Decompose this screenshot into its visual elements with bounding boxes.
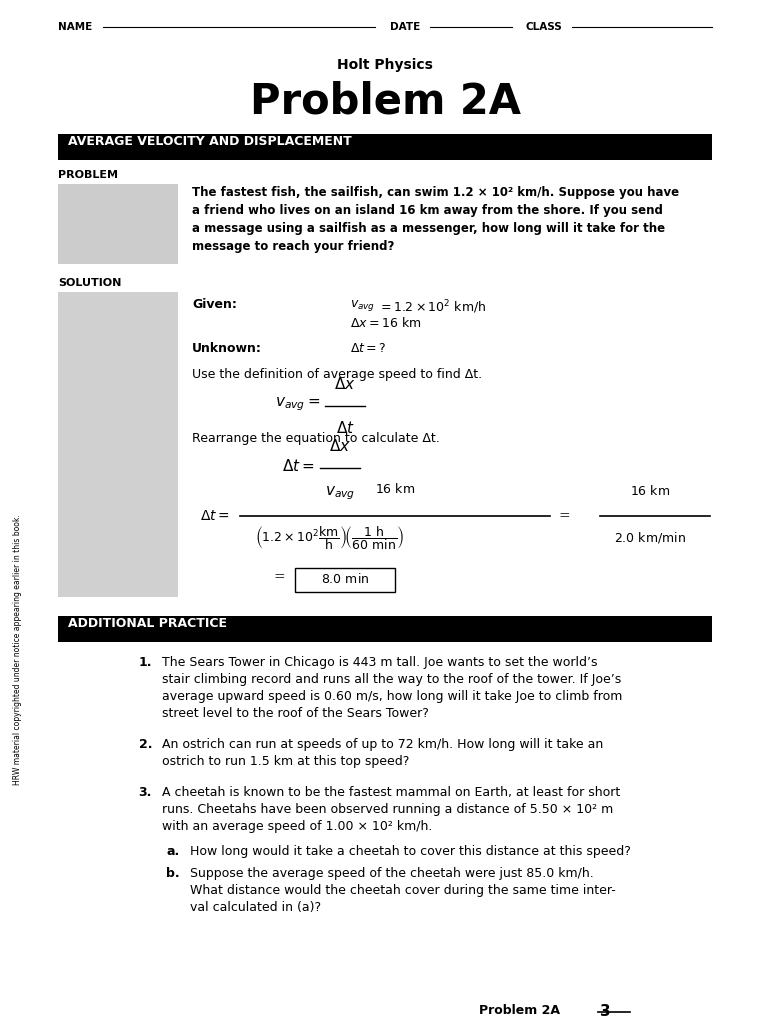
Text: An ostrich can run at speeds of up to 72 km/h. How long will it take an: An ostrich can run at speeds of up to 72…: [162, 738, 603, 751]
Text: Unknown:: Unknown:: [192, 342, 262, 355]
Text: $v_{avg}$: $v_{avg}$: [325, 484, 355, 502]
Text: with an average speed of 1.00 × 10² km/h.: with an average speed of 1.00 × 10² km/h…: [162, 820, 433, 833]
Text: $\Delta t=$: $\Delta t=$: [200, 509, 230, 523]
Text: SOLUTION: SOLUTION: [58, 278, 122, 288]
Text: $16\ \mathrm{km}$: $16\ \mathrm{km}$: [375, 482, 415, 496]
Text: DATE: DATE: [390, 22, 420, 32]
Text: ostrich to run 1.5 km at this top speed?: ostrich to run 1.5 km at this top speed?: [162, 755, 410, 768]
Text: What distance would the cheetah cover during the same time inter-: What distance would the cheetah cover du…: [190, 884, 616, 897]
Text: val calculated in (a)?: val calculated in (a)?: [190, 901, 321, 914]
Text: CLASS: CLASS: [526, 22, 563, 32]
Text: $v_{avg}$: $v_{avg}$: [350, 298, 375, 313]
Text: The fastest fish, the sailfish, can swim 1.2 × 10² km/h. Suppose you have: The fastest fish, the sailfish, can swim…: [192, 186, 679, 199]
Text: average upward speed is 0.60 m/s, how long will it take Joe to climb from: average upward speed is 0.60 m/s, how lo…: [162, 690, 622, 703]
Text: 1.: 1.: [139, 656, 152, 669]
Text: Given:: Given:: [192, 298, 237, 311]
Text: 3.: 3.: [139, 786, 152, 799]
Text: Problem 2A: Problem 2A: [249, 80, 521, 122]
Text: $16\ \mathrm{km}$: $16\ \mathrm{km}$: [630, 484, 670, 498]
Text: street level to the roof of the Sears Tower?: street level to the roof of the Sears To…: [162, 707, 429, 720]
Text: PROBLEM: PROBLEM: [58, 170, 118, 180]
Text: Holt Physics: Holt Physics: [337, 58, 433, 72]
Text: Rearrange the equation to calculate Δt.: Rearrange the equation to calculate Δt.: [192, 432, 440, 445]
Text: A cheetah is known to be the fastest mammal on Earth, at least for short: A cheetah is known to be the fastest mam…: [162, 786, 621, 799]
Text: message to reach your friend?: message to reach your friend?: [192, 240, 394, 253]
Text: b.: b.: [166, 867, 180, 880]
Text: runs. Cheetahs have been observed running a distance of 5.50 × 10² m: runs. Cheetahs have been observed runnin…: [162, 803, 613, 816]
Text: a message using a sailfish as a messenger, how long will it take for the: a message using a sailfish as a messenge…: [192, 222, 665, 234]
Text: =: =: [558, 509, 570, 523]
Text: a friend who lives on an island 16 km away from the shore. If you send: a friend who lives on an island 16 km aw…: [192, 204, 663, 217]
Text: $2.0\ \mathrm{km/min}$: $2.0\ \mathrm{km/min}$: [614, 530, 686, 545]
Text: ADDITIONAL PRACTICE: ADDITIONAL PRACTICE: [68, 617, 227, 630]
Text: Suppose the average speed of the cheetah were just 85.0 km/h.: Suppose the average speed of the cheetah…: [190, 867, 594, 880]
Text: $\left(1.2 \times 10^2\dfrac{\mathrm{km}}{\mathrm{h}}\right)\!\left(\dfrac{1\ \m: $\left(1.2 \times 10^2\dfrac{\mathrm{km}…: [255, 524, 404, 552]
Bar: [295, 568, 395, 592]
Text: The Sears Tower in Chicago is 443 m tall. Joe wants to set the world’s: The Sears Tower in Chicago is 443 m tall…: [162, 656, 598, 669]
Text: =: =: [273, 570, 285, 584]
Bar: [58, 616, 712, 642]
Text: $\Delta t$: $\Delta t$: [336, 420, 354, 436]
Text: $\Delta x = 16\ \mathrm{km}$: $\Delta x = 16\ \mathrm{km}$: [350, 316, 421, 330]
Text: How long would it take a cheetah to cover this distance at this speed?: How long would it take a cheetah to cove…: [190, 845, 631, 858]
Text: AVERAGE VELOCITY AND DISPLACEMENT: AVERAGE VELOCITY AND DISPLACEMENT: [68, 135, 352, 148]
Text: $\Delta x$: $\Delta x$: [330, 438, 351, 454]
Text: $8.0\ \mathrm{min}$: $8.0\ \mathrm{min}$: [321, 572, 370, 586]
Text: Problem 2A: Problem 2A: [479, 1004, 560, 1017]
Text: Use the definition of average speed to find Δt.: Use the definition of average speed to f…: [192, 368, 482, 381]
Text: $v_{avg}=$: $v_{avg}=$: [275, 395, 320, 413]
Bar: [58, 134, 712, 160]
Text: 2.: 2.: [139, 738, 152, 751]
Text: a.: a.: [167, 845, 180, 858]
Text: 3: 3: [600, 1004, 611, 1019]
Bar: [58, 292, 178, 597]
Text: stair climbing record and runs all the way to the roof of the tower. If Joe’s: stair climbing record and runs all the w…: [162, 673, 621, 686]
Text: $\Delta t=$: $\Delta t=$: [283, 458, 315, 474]
Text: $= 1.2 \times 10^2\ \mathrm{km/h}$: $= 1.2 \times 10^2\ \mathrm{km/h}$: [378, 298, 487, 315]
Bar: [58, 184, 178, 264]
Text: $\Delta t = ?$: $\Delta t = ?$: [350, 342, 387, 355]
Text: HRW material copyrighted under notice appearing earlier in this book.: HRW material copyrighted under notice ap…: [14, 515, 22, 785]
Text: NAME: NAME: [58, 22, 92, 32]
Text: $\Delta x$: $\Delta x$: [334, 376, 356, 392]
